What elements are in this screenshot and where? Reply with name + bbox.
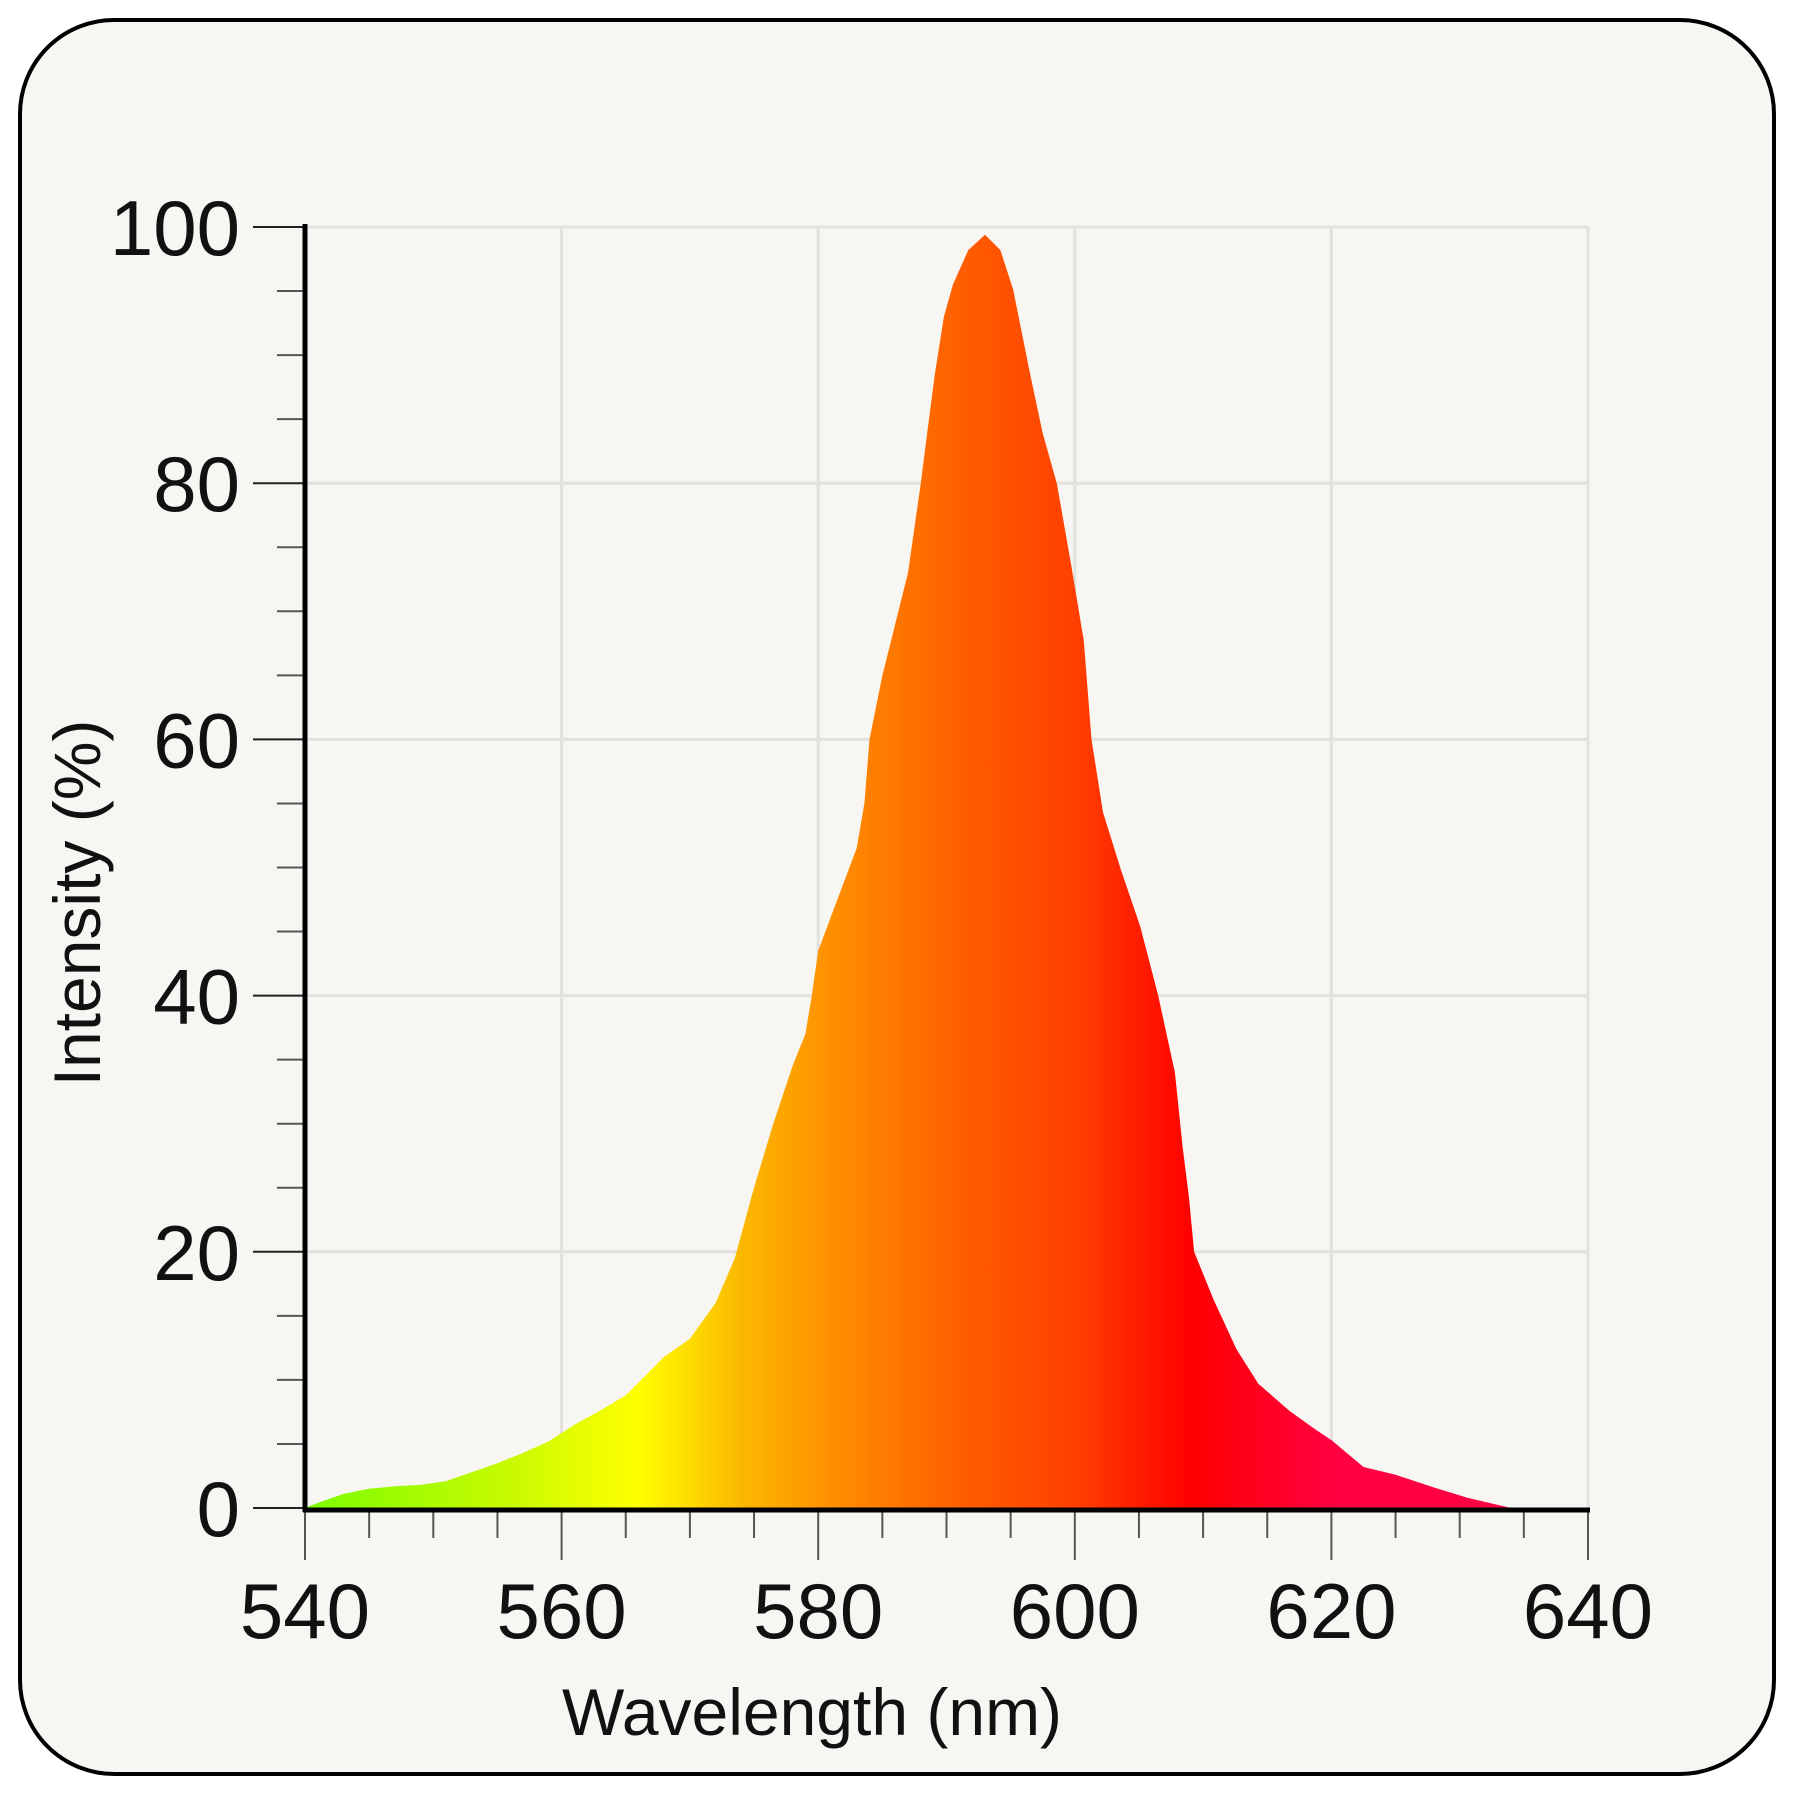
x-tick-label: 600 [1010,1567,1140,1655]
spectrum-area [305,234,1512,1509]
x-tick-label: 560 [497,1567,627,1655]
x-tick-labels: 540 560 580 600 620 640 [240,1567,1653,1655]
y-tick-label: 20 [153,1209,240,1297]
x-tick-label: 640 [1523,1567,1653,1655]
y-tick-label: 100 [110,184,240,272]
y-tick-label: 0 [197,1465,240,1553]
axis-ticks [253,226,1589,1560]
y-axis-title: Intensity (%) [40,720,114,1087]
x-tick-label: 580 [753,1567,883,1655]
y-tick-label: 80 [153,440,240,528]
x-tick-label: 540 [240,1567,370,1655]
y-tick-labels: 0 20 40 60 80 100 [110,184,240,1553]
y-tick-label: 60 [153,696,240,784]
x-tick-label: 620 [1266,1567,1396,1655]
x-axis-title: Wavelength (nm) [562,1675,1062,1749]
y-tick-label: 40 [153,953,240,1041]
